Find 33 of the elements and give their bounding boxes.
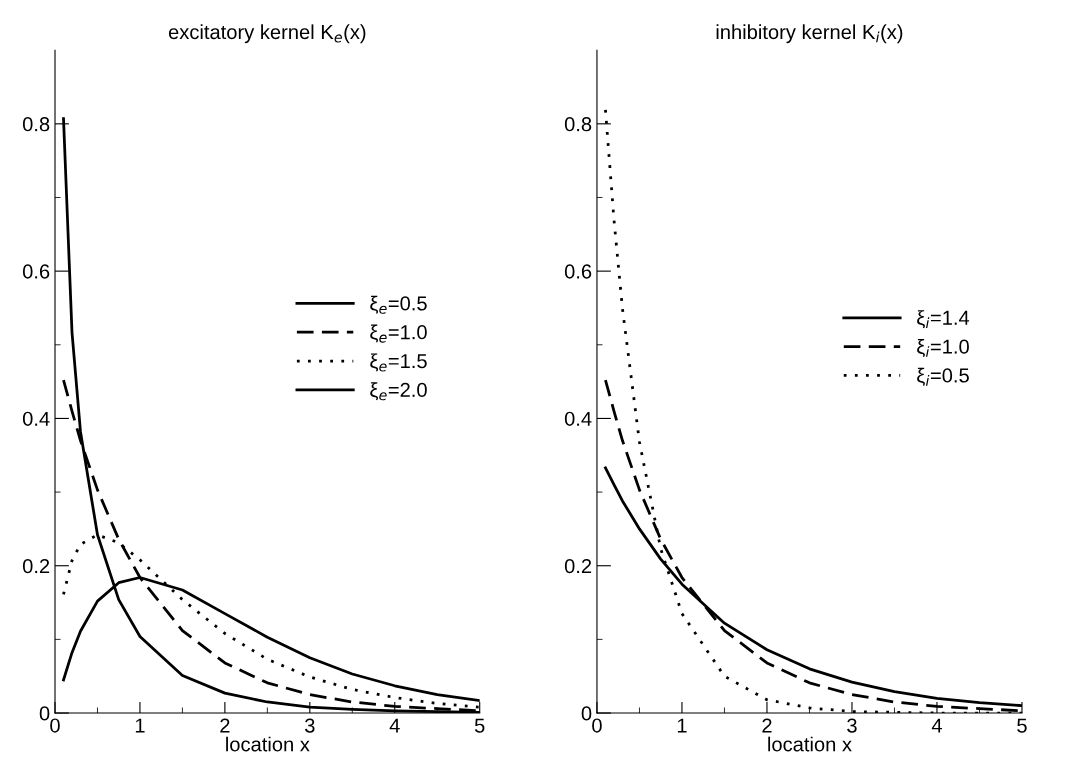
x-tick-label: 2 bbox=[220, 718, 230, 733]
y-tick-label: 0.8 bbox=[564, 117, 592, 132]
x-tick-label: 4 bbox=[389, 718, 400, 733]
x-axis-title: location x bbox=[226, 736, 310, 752]
legend-label: ξ$_{e}$=1.0 bbox=[370, 324, 427, 343]
legend-label: ξ$_{i}$=0.5 bbox=[917, 367, 969, 386]
x-tick-label: 5 bbox=[1017, 718, 1027, 733]
y-tick-label: 0.4 bbox=[22, 411, 50, 426]
legend-label: ξ$_{e}$=2.0 bbox=[370, 382, 427, 401]
x-tick-label: 3 bbox=[847, 718, 857, 733]
y-tick-label: 0.6 bbox=[22, 264, 50, 279]
y-tick-label: 0 bbox=[581, 706, 592, 721]
y-tick-label: 0.2 bbox=[22, 558, 50, 574]
y-tick-label: 0 bbox=[39, 706, 50, 721]
y-tick-label: 0.8 bbox=[22, 117, 50, 132]
x-tick-label: 4 bbox=[931, 718, 942, 733]
x-tick-label: 3 bbox=[304, 718, 315, 733]
y-tick-label: 0.6 bbox=[564, 264, 592, 279]
x-tick-label: 1 bbox=[677, 718, 687, 733]
x-tick-label: 5 bbox=[474, 718, 485, 733]
x-axis-title: location x bbox=[768, 736, 852, 752]
x-tick-label: 0 bbox=[50, 718, 60, 733]
x-tick-label: 0 bbox=[592, 718, 602, 733]
y-tick-label: 0.4 bbox=[564, 411, 592, 426]
x-tick-label: 2 bbox=[762, 718, 772, 733]
chart-title: inhibitory kernel K$_{i}$(x) bbox=[716, 24, 903, 44]
y-tick-label: 0.2 bbox=[564, 558, 592, 574]
legend-label: ξ$_{i}$=1.0 bbox=[917, 338, 969, 358]
chart-title: excitatory kernel K$_{e}$(x) bbox=[168, 24, 366, 44]
legend-label: ξ$_{e}$=1.5 bbox=[370, 353, 427, 372]
legend-label: ξ$_{i}$=1.4 bbox=[917, 310, 970, 329]
legend-label: ξ$_{e}$=0.5 bbox=[370, 295, 427, 314]
x-tick-label: 1 bbox=[135, 718, 145, 733]
